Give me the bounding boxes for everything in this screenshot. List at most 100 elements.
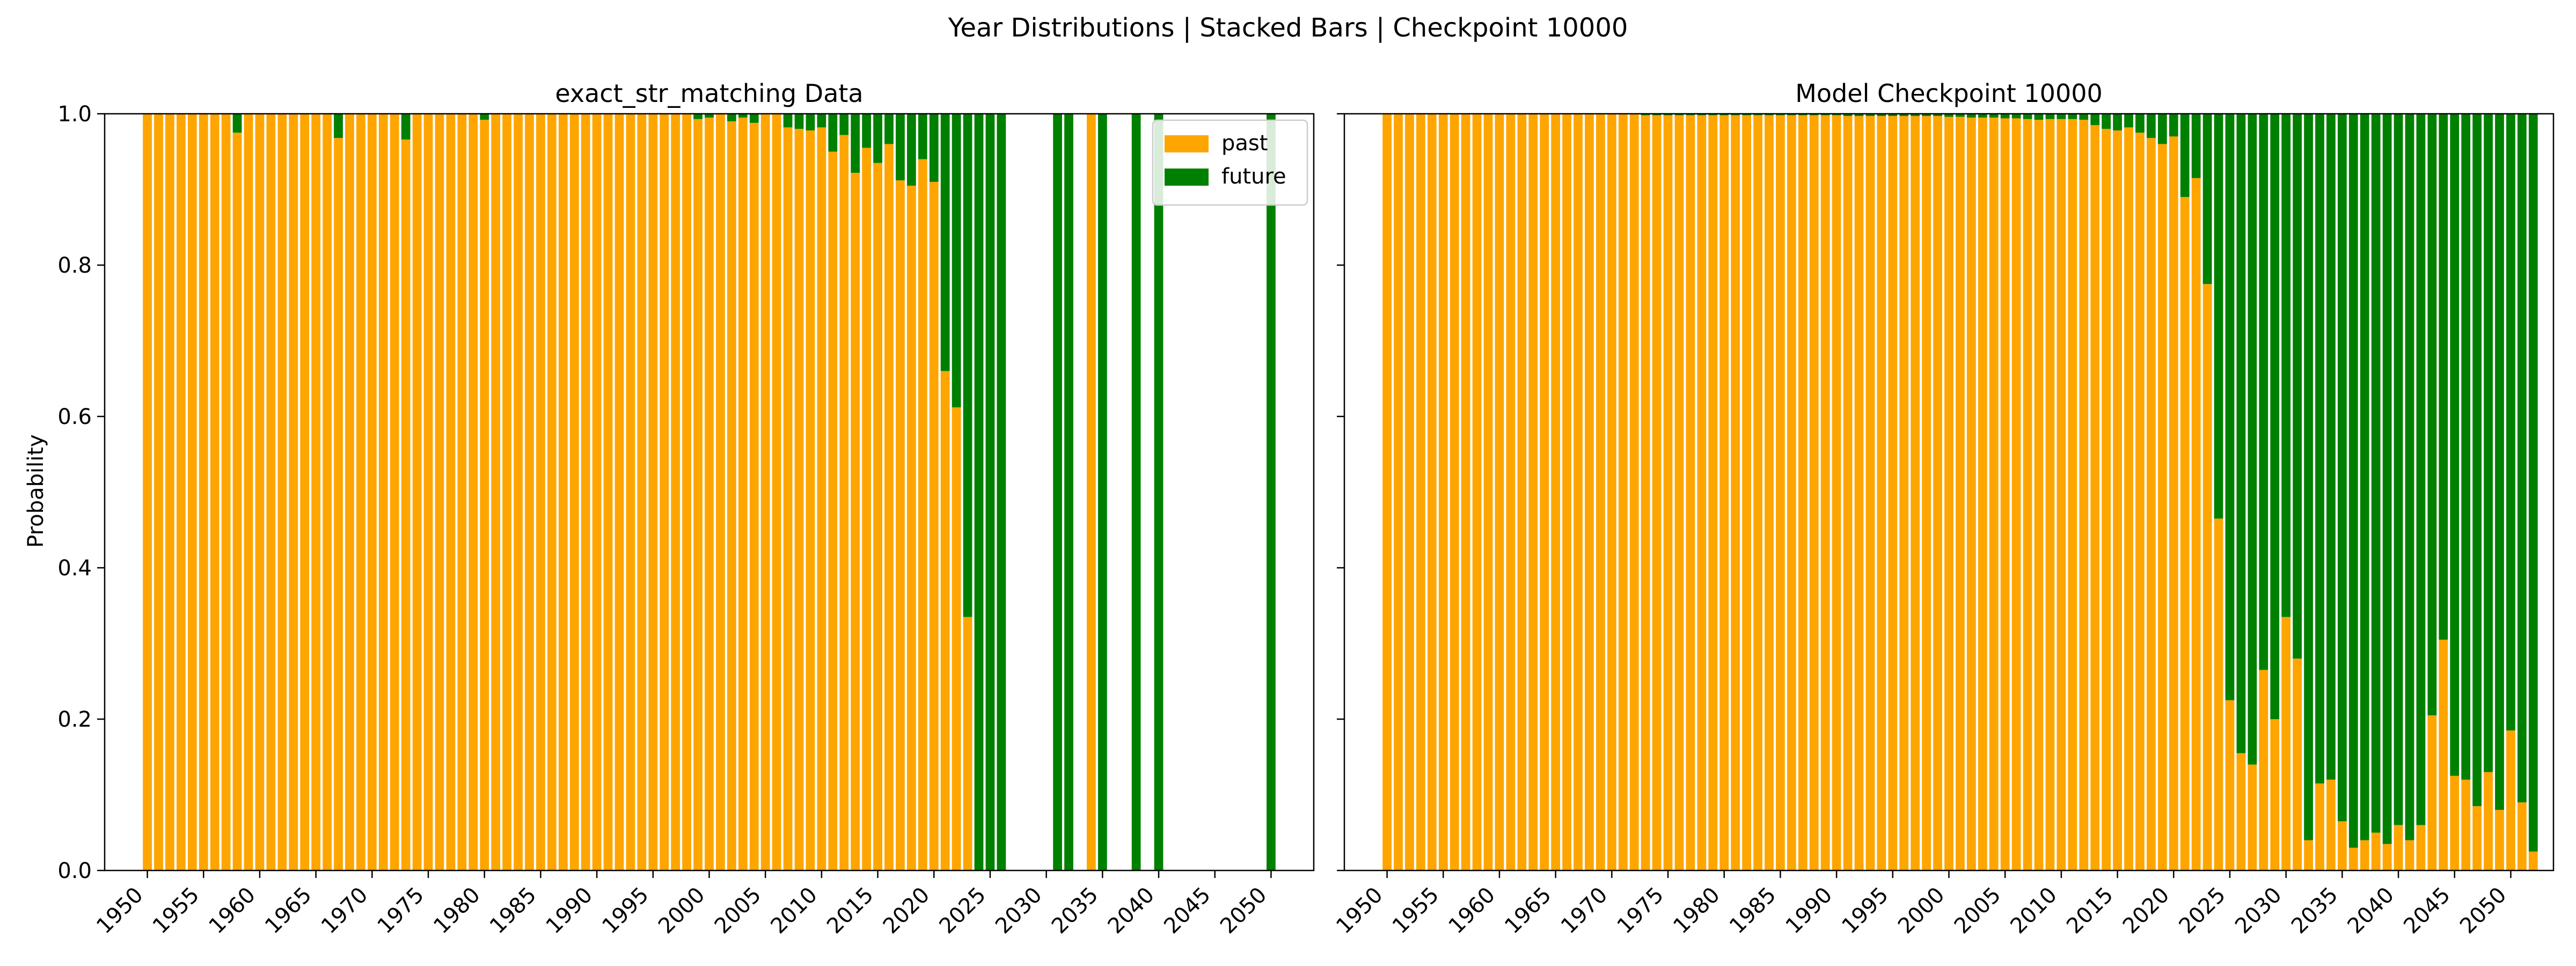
bar-future-2042 bbox=[2416, 114, 2426, 825]
bar-past-2021 bbox=[940, 371, 950, 870]
bar-past-1984 bbox=[525, 114, 534, 870]
bar-future-2004 bbox=[749, 114, 759, 123]
bar-future-2027 bbox=[2248, 114, 2257, 765]
bar-past-1983 bbox=[1753, 115, 1762, 870]
bar-past-2014 bbox=[2102, 129, 2111, 871]
bar-future-1958 bbox=[232, 114, 242, 133]
bar-future-2044 bbox=[2439, 114, 2448, 640]
bar-future-2010 bbox=[2057, 114, 2066, 119]
bar-past-2001 bbox=[1956, 116, 1965, 870]
bar-future-2012 bbox=[839, 114, 849, 135]
bar-past-2015 bbox=[873, 163, 882, 870]
y-tick-label: 0.4 bbox=[57, 556, 92, 581]
bar-past-1988 bbox=[569, 114, 579, 870]
bar-future-2001 bbox=[1956, 114, 1965, 117]
bar-future-2019 bbox=[2157, 114, 2167, 144]
y-tick-label: 0.8 bbox=[57, 253, 92, 278]
bar-future-2039 bbox=[2382, 114, 2392, 844]
bar-past-1970 bbox=[367, 114, 377, 870]
bar-past-1987 bbox=[1798, 115, 1807, 870]
bar-past-2019 bbox=[918, 159, 927, 871]
bar-future-2021 bbox=[2180, 114, 2190, 197]
bar-future-2004 bbox=[1989, 114, 1999, 118]
bar-future-2032 bbox=[2304, 114, 2313, 840]
bar-future-1974 bbox=[1652, 114, 1662, 115]
bar-past-2037 bbox=[2360, 840, 2369, 870]
bar-past-2006 bbox=[2011, 118, 2021, 871]
bar-future-2008 bbox=[2034, 114, 2044, 120]
bar-future-1967 bbox=[334, 114, 343, 138]
bar-past-1991 bbox=[1843, 116, 1853, 871]
y-tick-label: 0.6 bbox=[57, 405, 92, 429]
bar-past-2034 bbox=[2326, 779, 2336, 870]
bar-past-1967 bbox=[334, 138, 343, 870]
bar-past-1974 bbox=[1652, 115, 1662, 870]
bar-future-2028 bbox=[2259, 114, 2268, 670]
bar-past-2000 bbox=[705, 118, 714, 870]
bar-past-1957 bbox=[221, 114, 231, 870]
bar-past-1960 bbox=[255, 114, 265, 870]
bar-future-2011 bbox=[828, 114, 838, 152]
bar-future-1996 bbox=[1899, 114, 1909, 116]
bar-future-2049 bbox=[2495, 114, 2504, 810]
legend-swatch-future bbox=[1165, 169, 1209, 186]
bar-past-2032 bbox=[2304, 840, 2313, 870]
bar-past-1971 bbox=[378, 114, 388, 870]
bar-future-1980 bbox=[1719, 114, 1729, 115]
bar-future-2008 bbox=[794, 114, 804, 129]
bar-past-1956 bbox=[210, 114, 219, 870]
bar-past-2013 bbox=[2090, 125, 2100, 870]
bar-past-2047 bbox=[2472, 806, 2482, 870]
bar-future-1977 bbox=[1686, 114, 1695, 115]
bar-future-2009 bbox=[806, 114, 815, 131]
bar-past-2001 bbox=[716, 114, 725, 870]
bar-past-2016 bbox=[884, 144, 894, 870]
bar-future-2030 bbox=[2281, 114, 2291, 617]
bar-past-2002 bbox=[727, 121, 736, 871]
bar-past-1961 bbox=[266, 114, 276, 870]
bar-past-1958 bbox=[1472, 114, 1482, 870]
bar-past-2012 bbox=[2079, 120, 2089, 870]
bar-past-1966 bbox=[1562, 114, 1571, 870]
bar-past-1957 bbox=[1461, 114, 1470, 870]
bar-past-2025 bbox=[2225, 700, 2235, 870]
bar-future-1993 bbox=[1865, 114, 1875, 116]
bar-past-1991 bbox=[603, 114, 613, 870]
bar-past-2035 bbox=[2337, 821, 2347, 870]
bar-future-2023 bbox=[2202, 114, 2212, 284]
bar-past-1988 bbox=[1809, 115, 1819, 870]
bar-past-2018 bbox=[907, 185, 916, 871]
bar-past-1963 bbox=[289, 114, 298, 870]
bar-past-2008 bbox=[2034, 120, 2044, 870]
bar-past-2040 bbox=[2394, 825, 2403, 870]
bar-past-1982 bbox=[502, 114, 511, 870]
bar-future-1986 bbox=[1787, 114, 1796, 115]
bar-past-2038 bbox=[2371, 832, 2381, 870]
bar-past-1970 bbox=[1607, 114, 1616, 870]
bar-past-2011 bbox=[828, 151, 838, 870]
bar-past-1967 bbox=[1574, 114, 1583, 870]
bar-past-2026 bbox=[2236, 753, 2246, 870]
bar-past-1999 bbox=[1933, 116, 1942, 871]
bar-future-2029 bbox=[2270, 114, 2280, 719]
bar-future-2015 bbox=[873, 114, 882, 163]
bar-future-1990 bbox=[1832, 114, 1841, 115]
bar-future-2022 bbox=[2191, 114, 2201, 178]
bar-past-2023 bbox=[2202, 284, 2212, 870]
bar-future-1985 bbox=[1776, 114, 1785, 115]
bar-past-2011 bbox=[2068, 119, 2077, 870]
bar-future-1978 bbox=[1697, 114, 1707, 115]
bar-future-2040 bbox=[1154, 114, 1163, 870]
bar-future-2003 bbox=[738, 114, 748, 118]
bar-past-1997 bbox=[1911, 116, 1920, 871]
bar-past-1963 bbox=[1528, 114, 1538, 870]
legend-swatch-past bbox=[1165, 135, 1209, 152]
bar-future-2038 bbox=[2371, 114, 2381, 833]
y-axis-label: Probability bbox=[24, 434, 48, 547]
bar-past-1955 bbox=[199, 114, 208, 870]
bar-past-1996 bbox=[1899, 116, 1909, 871]
bar-past-2022 bbox=[2191, 178, 2201, 871]
bar-past-1959 bbox=[244, 114, 253, 870]
bar-past-1977 bbox=[446, 114, 456, 870]
bar-past-2050 bbox=[2506, 730, 2515, 870]
